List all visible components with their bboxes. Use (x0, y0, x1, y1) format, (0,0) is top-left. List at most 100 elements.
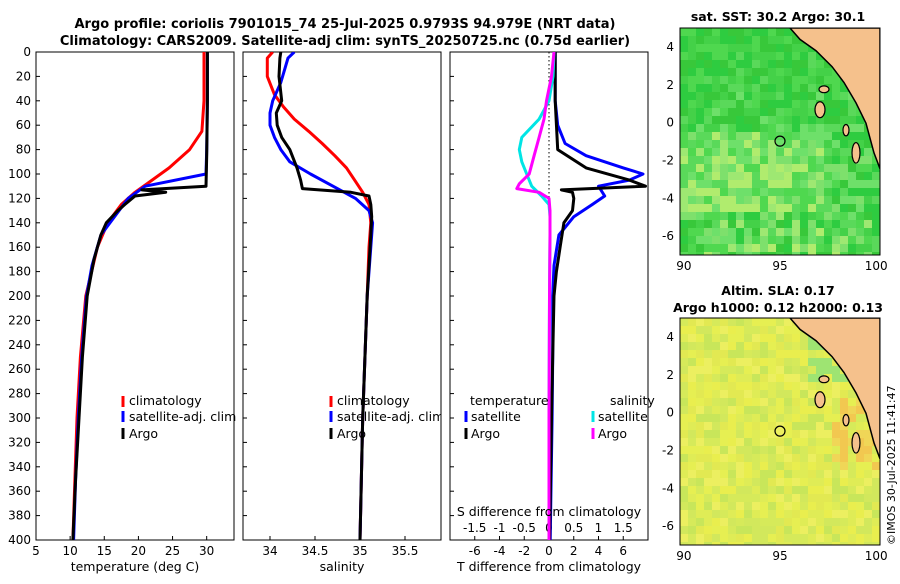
sla-map-cell (840, 422, 848, 430)
sal-legend-climatology-label: climatology (337, 393, 410, 408)
sst-map-cell (736, 180, 744, 188)
sst-map-cell (680, 84, 688, 92)
sla-map-cell (792, 510, 800, 518)
sst-map-cell (712, 236, 720, 244)
sla-map-cell (784, 486, 792, 494)
sla-map-cell (688, 486, 696, 494)
sla-map-cell (840, 478, 848, 486)
sst-map-cell (744, 116, 752, 124)
sla-map-cell (848, 478, 856, 486)
depth-tick-label: 400 (8, 533, 31, 547)
sla-map-cell (752, 350, 760, 358)
sst-map-cell (792, 36, 800, 44)
sst-map-cell (776, 116, 784, 124)
sla-map-cell (696, 342, 704, 350)
sst-map-cell (704, 36, 712, 44)
sst-map-cell (792, 220, 800, 228)
sla-map-cell (816, 414, 824, 422)
sst-map-cell (728, 212, 736, 220)
sst-map-cell (688, 204, 696, 212)
sst-map-cell (760, 252, 768, 255)
x-tick-label: 34 (262, 544, 277, 558)
sst-map-cell (784, 84, 792, 92)
sla-map-cell (712, 478, 720, 486)
sla-map-cell (808, 502, 816, 510)
sla-map-cell (720, 334, 728, 342)
sla-map-cell (736, 382, 744, 390)
sst-map-cell (816, 252, 824, 255)
sla-map-cell (680, 326, 688, 334)
sla-map-cell (824, 398, 832, 406)
sst-map: 90 95 100 4 2 0 -2 -4 -6 (662, 27, 888, 273)
sla-map-cell (840, 430, 848, 438)
sla-map-cell (760, 526, 768, 534)
depth-tick-label: 200 (8, 289, 31, 303)
sla-map-cell (752, 526, 760, 534)
sst-map-cell (720, 228, 728, 236)
sla-map-cell (840, 374, 848, 382)
sst-map-cell (800, 220, 808, 228)
sla-map-cell (704, 326, 712, 334)
sla-map-cell (688, 398, 696, 406)
sst-map-cell (736, 252, 744, 255)
sst-map-cell (736, 188, 744, 196)
sst-map-cell (728, 60, 736, 68)
sst-map-cell (784, 76, 792, 84)
sla-map-cell (864, 542, 872, 545)
sst-map-cell (776, 92, 784, 100)
sst-map-cell (760, 44, 768, 52)
sst-map-cell (680, 180, 688, 188)
sla-map-cell (800, 470, 808, 478)
sst-map-cell (728, 124, 736, 132)
sla-map-cell (768, 446, 776, 454)
sst-map-cell (696, 188, 704, 196)
sla-map-cell (784, 454, 792, 462)
sst-map-cell (768, 180, 776, 188)
sla-map-cell (840, 470, 848, 478)
panel-curves-salinity (265, 52, 375, 540)
sla-map-cell (768, 366, 776, 374)
difference-xlabel-top: S difference from climatology (457, 504, 642, 519)
sla-map-cell (856, 406, 864, 414)
sla-map-cell (864, 470, 872, 478)
sla-map-cell (808, 350, 816, 358)
sla-map-cell (712, 518, 720, 526)
sla-map-cell (736, 414, 744, 422)
sla-map-cell (680, 414, 688, 422)
sst-map-cell (760, 60, 768, 68)
sla-map-cell (688, 334, 696, 342)
sal-legend-satellite-label: satellite-adj. clim (337, 409, 444, 424)
sla-map-cell (680, 518, 688, 526)
sst-map-cell (704, 132, 712, 140)
sla-map-cell (776, 542, 784, 545)
sst-map-cell (824, 244, 832, 252)
salinity-panel-frame (242, 51, 442, 541)
sla-map-cell (824, 486, 832, 494)
sst-map-cell (696, 60, 704, 68)
sla-map-cell (696, 406, 704, 414)
sst-map-cell (760, 100, 768, 108)
sst-map-cell (784, 60, 792, 68)
sst-map-cell (800, 60, 808, 68)
sla-map-cell (752, 326, 760, 334)
sst-map-cell (696, 220, 704, 228)
sla-map-cell (800, 510, 808, 518)
sst-map-cell (760, 244, 768, 252)
sla-map-cell (696, 446, 704, 454)
sla-map-cell (784, 502, 792, 510)
sla-map-cell (776, 462, 784, 470)
sst-map-cell (816, 140, 824, 148)
sst-map-cell (744, 100, 752, 108)
sla-map-cell (832, 526, 840, 534)
sla-map-cell (728, 446, 736, 454)
sla-map-cell (792, 526, 800, 534)
sla-map-cell (720, 382, 728, 390)
sla-map-cell (832, 446, 840, 454)
sst-map-cell (808, 228, 816, 236)
sst-map-cell (736, 60, 744, 68)
sst-map-cell (680, 68, 688, 76)
sst-map-cell (800, 132, 808, 140)
sla-map-lat-tick: 2 (666, 368, 674, 382)
sla-map-cell (688, 350, 696, 358)
sla-map-cell (776, 494, 784, 502)
